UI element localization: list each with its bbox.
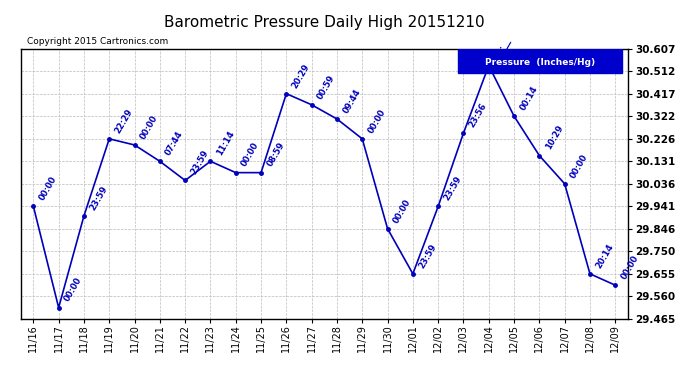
Text: Pressure  (Inches/Hg): Pressure (Inches/Hg) bbox=[485, 58, 595, 67]
Text: 11:14: 11:14 bbox=[215, 129, 236, 157]
Text: 20:29: 20:29 bbox=[290, 62, 312, 90]
Text: 10:29: 10:29 bbox=[544, 124, 564, 152]
Text: 08:__: 08:__ bbox=[493, 36, 513, 62]
Text: Copyright 2015 Cartronics.com: Copyright 2015 Cartronics.com bbox=[27, 37, 168, 46]
FancyBboxPatch shape bbox=[458, 49, 622, 73]
Text: 00:00: 00:00 bbox=[139, 114, 159, 141]
Text: 00:00: 00:00 bbox=[620, 254, 640, 281]
Text: 23:59: 23:59 bbox=[442, 175, 464, 202]
Text: 07:44: 07:44 bbox=[164, 130, 185, 157]
Text: 00:00: 00:00 bbox=[37, 175, 59, 202]
Text: 22:29: 22:29 bbox=[113, 107, 135, 135]
Text: 00:00: 00:00 bbox=[366, 107, 387, 135]
Text: 00:59: 00:59 bbox=[316, 73, 337, 100]
Text: 23:59: 23:59 bbox=[417, 242, 438, 270]
Text: Barometric Pressure Daily High 20151210: Barometric Pressure Daily High 20151210 bbox=[164, 15, 484, 30]
Text: 23:59: 23:59 bbox=[88, 184, 109, 212]
Text: 00:14: 00:14 bbox=[518, 84, 540, 112]
Text: 00:00: 00:00 bbox=[392, 197, 413, 225]
Text: 23:56: 23:56 bbox=[468, 101, 489, 129]
Text: 08:59: 08:59 bbox=[265, 141, 286, 168]
Text: 00:00: 00:00 bbox=[63, 276, 83, 303]
Text: 23:59: 23:59 bbox=[189, 149, 210, 176]
Text: 00:00: 00:00 bbox=[569, 152, 590, 180]
Text: 09:44: 09:44 bbox=[341, 87, 362, 115]
Text: 00:00: 00:00 bbox=[240, 141, 261, 168]
Text: 20:14: 20:14 bbox=[594, 242, 615, 270]
